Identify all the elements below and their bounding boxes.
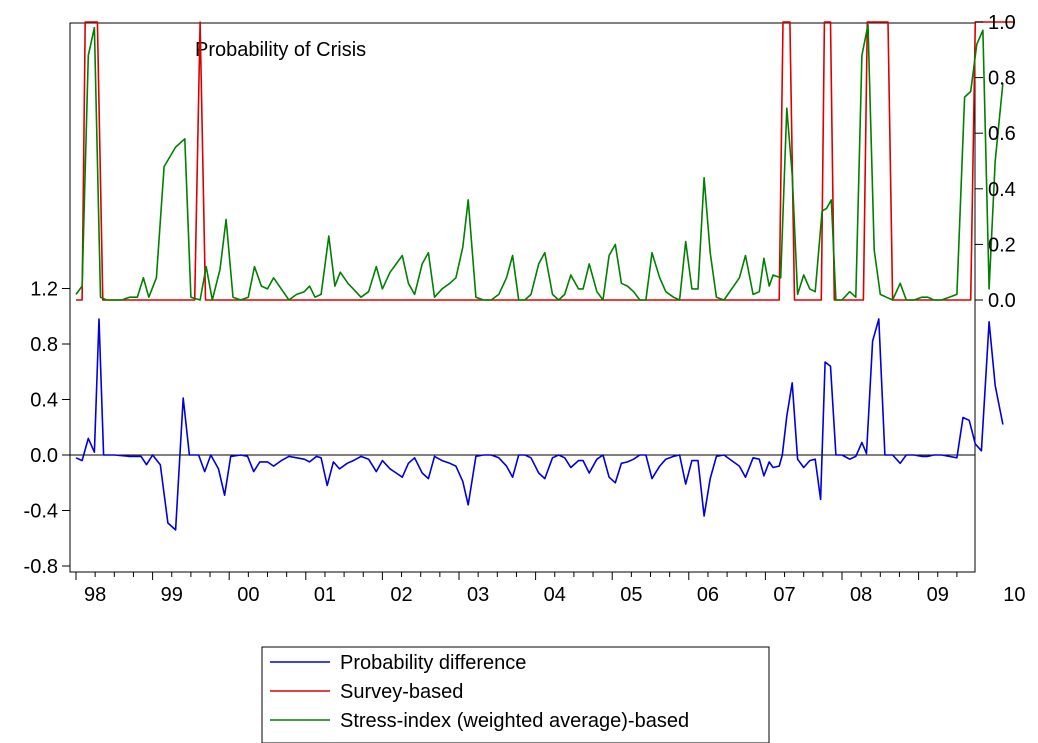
stress-index-series <box>75 23 1004 301</box>
left-axis-tick-label: -0.8 <box>24 556 58 578</box>
x-axis-tick-label: 06 <box>697 584 719 606</box>
legend-label-stress-index: Stress-index (weighted average)-based <box>340 710 689 732</box>
left-axis-tick-label: -0.4 <box>24 501 58 523</box>
left-axis-tick-label: 0.4 <box>30 390 58 412</box>
x-axis-tick-label: 04 <box>544 584 566 606</box>
survey-based-series <box>76 21 1015 301</box>
chart-title: Probability of Crisis <box>195 39 366 61</box>
x-axis-tick-label: 08 <box>850 584 872 606</box>
x-axis-tick-label: 01 <box>314 584 336 606</box>
legend: Probability difference Survey-based Stre… <box>261 646 770 743</box>
legend-label-probability-difference: Probability difference <box>340 652 526 674</box>
right-axis-tick-label: 1.0 <box>988 12 1016 34</box>
x-axis-tick-label: 02 <box>390 584 412 606</box>
x-axis-tick-label: 98 <box>84 584 106 606</box>
right-axis-tick-label: 0.0 <box>988 290 1016 312</box>
legend-label-survey-based: Survey-based <box>340 681 463 703</box>
plot-frame <box>69 22 976 573</box>
x-axis-tick-label: 05 <box>620 584 642 606</box>
x-axis-tick-label: 99 <box>161 584 183 606</box>
x-axis-tick-label: 03 <box>467 584 489 606</box>
survey-based-line <box>76 21 1015 301</box>
stress-index-line <box>75 23 1004 301</box>
probability-difference-series <box>75 318 1004 531</box>
probability-difference-line <box>75 318 1004 531</box>
x-axis-tick-label: 09 <box>927 584 949 606</box>
x-axis-tick-label: 07 <box>773 584 795 606</box>
legend-box <box>261 646 770 743</box>
left-axis-tick-label: 1.2 <box>30 279 58 301</box>
right-y-axis: 0.0 0.2 0.4 0.6 0.8 1.0 <box>975 12 1016 312</box>
x-axis: 98 99 00 01 02 03 04 05 06 07 08 09 10 <box>75 572 1025 606</box>
right-axis-tick-label: 0.4 <box>988 179 1016 201</box>
x-axis-tick-label: 00 <box>237 584 259 606</box>
left-axis-tick-label: 0.0 <box>30 445 58 467</box>
right-axis-tick-label: 0.6 <box>988 123 1016 145</box>
right-axis-tick-label: 0.8 <box>988 68 1016 90</box>
x-axis-tick-label: 10 <box>1003 584 1025 606</box>
left-axis-tick-label: 0.8 <box>30 334 58 356</box>
right-axis-tick-label: 0.2 <box>988 234 1016 256</box>
left-y-axis: -0.8 -0.4 0.0 0.4 0.8 1.2 <box>24 279 70 578</box>
